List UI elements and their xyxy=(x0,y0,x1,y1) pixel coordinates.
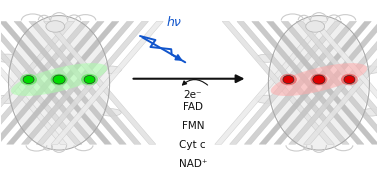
Polygon shape xyxy=(304,21,378,144)
Ellipse shape xyxy=(361,109,378,116)
Ellipse shape xyxy=(101,66,121,73)
Polygon shape xyxy=(7,21,119,144)
Polygon shape xyxy=(14,21,126,144)
Polygon shape xyxy=(252,21,364,144)
Ellipse shape xyxy=(280,74,297,85)
Ellipse shape xyxy=(306,21,325,32)
Polygon shape xyxy=(0,21,82,144)
Text: hν: hν xyxy=(166,16,181,29)
Polygon shape xyxy=(0,21,97,144)
Ellipse shape xyxy=(256,95,278,103)
Text: 2e⁻: 2e⁻ xyxy=(183,90,202,100)
Text: NAD⁺: NAD⁺ xyxy=(178,159,207,169)
Ellipse shape xyxy=(10,16,108,149)
Text: FAD: FAD xyxy=(183,103,203,113)
Ellipse shape xyxy=(23,75,34,84)
Polygon shape xyxy=(22,21,134,144)
Ellipse shape xyxy=(0,54,19,62)
Ellipse shape xyxy=(270,16,368,149)
Polygon shape xyxy=(311,21,378,144)
Polygon shape xyxy=(51,21,163,144)
Ellipse shape xyxy=(341,74,358,85)
Polygon shape xyxy=(237,21,349,144)
Ellipse shape xyxy=(46,21,65,32)
Polygon shape xyxy=(281,21,378,144)
Polygon shape xyxy=(244,21,356,144)
Ellipse shape xyxy=(256,54,278,62)
Text: Cyt c: Cyt c xyxy=(180,140,206,150)
Ellipse shape xyxy=(344,75,355,84)
Ellipse shape xyxy=(53,75,65,84)
Polygon shape xyxy=(29,21,141,144)
Ellipse shape xyxy=(283,75,294,84)
Polygon shape xyxy=(0,21,112,144)
Ellipse shape xyxy=(11,63,107,96)
Ellipse shape xyxy=(51,74,68,85)
Polygon shape xyxy=(36,21,149,144)
Ellipse shape xyxy=(101,109,121,116)
Ellipse shape xyxy=(313,75,325,84)
Polygon shape xyxy=(0,21,67,144)
Polygon shape xyxy=(229,21,342,144)
Ellipse shape xyxy=(0,95,19,103)
Ellipse shape xyxy=(361,66,378,73)
Ellipse shape xyxy=(81,74,98,85)
Ellipse shape xyxy=(271,63,367,96)
Polygon shape xyxy=(289,21,378,144)
Polygon shape xyxy=(0,21,104,144)
Polygon shape xyxy=(215,21,327,144)
Polygon shape xyxy=(259,21,371,144)
Text: FMN: FMN xyxy=(181,121,204,131)
Polygon shape xyxy=(222,21,335,144)
Polygon shape xyxy=(296,21,378,144)
Polygon shape xyxy=(274,21,378,144)
Polygon shape xyxy=(0,21,89,144)
Polygon shape xyxy=(43,21,156,144)
Ellipse shape xyxy=(310,74,327,85)
Ellipse shape xyxy=(84,75,95,84)
Ellipse shape xyxy=(20,74,37,85)
Polygon shape xyxy=(266,21,378,144)
Polygon shape xyxy=(0,21,74,144)
